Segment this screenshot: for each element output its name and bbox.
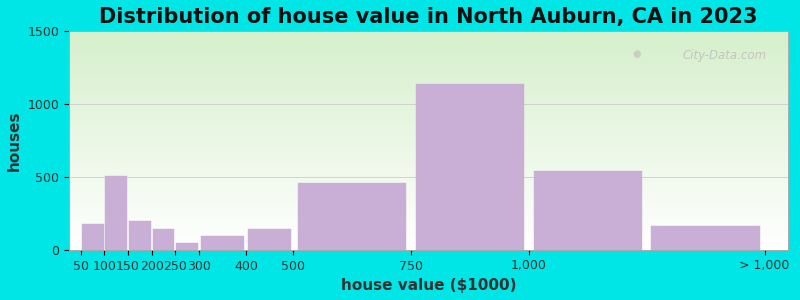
Bar [416,84,524,250]
Bar [106,176,127,250]
Text: ●: ● [632,49,641,59]
Bar [153,230,174,250]
Text: City-Data.com: City-Data.com [682,49,766,62]
Bar [176,243,198,250]
Bar [534,171,642,250]
Title: Distribution of house value in North Auburn, CA in 2023: Distribution of house value in North Aub… [99,7,758,27]
X-axis label: house value ($1000): house value ($1000) [341,278,516,293]
Bar [82,224,103,250]
Y-axis label: houses: houses [7,110,22,171]
Bar [651,226,760,250]
Bar [248,229,291,250]
Bar [298,184,406,250]
Bar [129,220,150,250]
Bar [201,236,244,250]
